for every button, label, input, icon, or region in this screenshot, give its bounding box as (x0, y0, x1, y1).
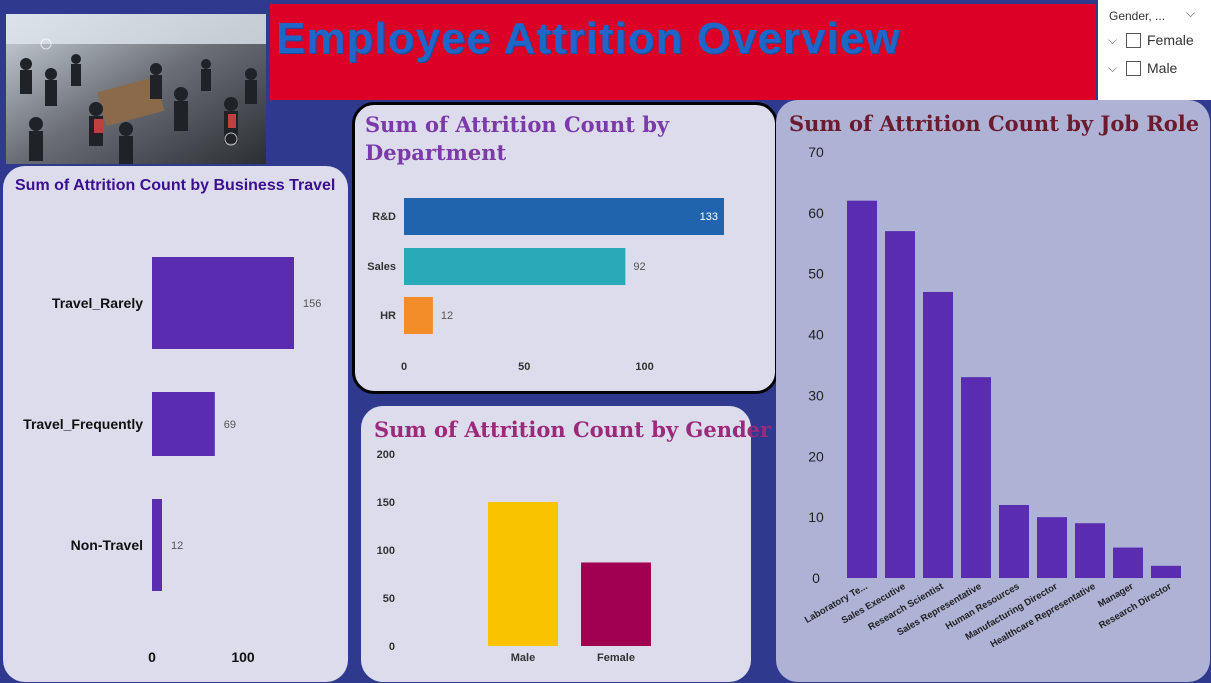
bar (152, 392, 215, 456)
y-tick-label: 0 (389, 641, 395, 653)
x-tick-label: 50 (518, 361, 530, 373)
gender-chart: 200 150 100 50 0 Male Female (377, 449, 651, 664)
x-tick-label: 100 (635, 361, 653, 373)
chevron-down-icon[interactable]: ⌵ (1186, 6, 1196, 20)
bar (1113, 547, 1143, 578)
bar (961, 377, 991, 578)
bar (885, 231, 915, 578)
category-label: Female (597, 652, 635, 664)
y-tick-label: 30 (808, 387, 824, 403)
bar (152, 499, 162, 591)
bar (923, 291, 953, 578)
y-tick-label: 20 (808, 448, 824, 464)
y-tick-label: 60 (808, 205, 824, 221)
bar (1075, 523, 1105, 578)
bar (488, 502, 558, 646)
data-label: 69 (224, 419, 236, 431)
expand-chevron-icon[interactable]: ⌵ (1108, 60, 1118, 75)
department-chart-title: Sum of Attrition Count by Department (365, 111, 669, 167)
bar (404, 297, 433, 334)
bar (1037, 517, 1067, 578)
y-tick-label: 0 (812, 570, 820, 586)
expand-chevron-icon[interactable]: ⌵ (1108, 32, 1118, 47)
category-label: Laboratory Te... (803, 581, 870, 626)
y-tick-label: 150 (377, 497, 395, 509)
business-travel-chart-title: Sum of Attrition Count by Business Trave… (15, 177, 336, 194)
bar (999, 504, 1029, 578)
office-photo (6, 14, 266, 164)
bar (152, 257, 294, 349)
category-label: HR (380, 310, 396, 322)
business-travel-chart: Travel_Rarely 156 Travel_Frequently 69 Non-T… (23, 257, 321, 665)
category-label: Research Director (1097, 581, 1174, 632)
y-tick-label: 70 (808, 144, 824, 160)
slicer-option-male[interactable]: ⌵ Male (1108, 58, 1177, 78)
y-tick-label: 10 (808, 509, 824, 525)
job-role-chart-title: Sum of Attrition Count by Job Role (789, 111, 1200, 136)
female-checkbox[interactable] (1126, 32, 1141, 48)
category-label: Non-Travel (71, 537, 143, 553)
data-label: 12 (171, 540, 183, 552)
x-tick-label: 0 (148, 649, 156, 665)
slicer-option-female[interactable]: ⌵ Female (1108, 30, 1194, 50)
gender-chart-title: Sum of Attrition Count by Gender (374, 417, 772, 442)
y-tick-label: 200 (377, 449, 395, 461)
data-label: 156 (303, 298, 321, 310)
bar (404, 248, 626, 285)
bar (404, 198, 724, 235)
slicer-title: Gender, ... (1109, 9, 1166, 23)
department-title-line: Department (365, 140, 507, 165)
slicer-option-label: Female (1147, 32, 1194, 48)
category-label: Travel_Frequently (23, 416, 143, 432)
page-title: Employee Attrition Overview (276, 14, 901, 63)
bar (1151, 565, 1181, 578)
bar (581, 562, 651, 646)
category-label: Male (511, 652, 535, 664)
department-title-line: Sum of Attrition Count by (365, 112, 670, 137)
data-label: 92 (633, 261, 645, 273)
category-label: R&D (372, 211, 396, 223)
title-banner (270, 4, 1096, 100)
data-label: 12 (441, 310, 453, 322)
bar (847, 200, 877, 578)
y-tick-label: 100 (377, 545, 395, 557)
y-tick-label: 50 (808, 266, 824, 282)
department-chart: R&D 133 Sales 92 HR 12 0 50 100 (367, 198, 724, 373)
data-label: 133 (700, 211, 718, 223)
male-checkbox[interactable] (1126, 60, 1141, 76)
x-tick-label: 100 (231, 649, 255, 665)
y-tick-label: 40 (808, 327, 824, 343)
category-label: Sales (367, 261, 396, 273)
gender-slicer (1098, 0, 1211, 100)
y-tick-label: 50 (383, 593, 395, 605)
x-tick-label: 0 (401, 361, 407, 373)
slicer-option-label: Male (1147, 60, 1178, 76)
category-label: Travel_Rarely (52, 295, 143, 311)
